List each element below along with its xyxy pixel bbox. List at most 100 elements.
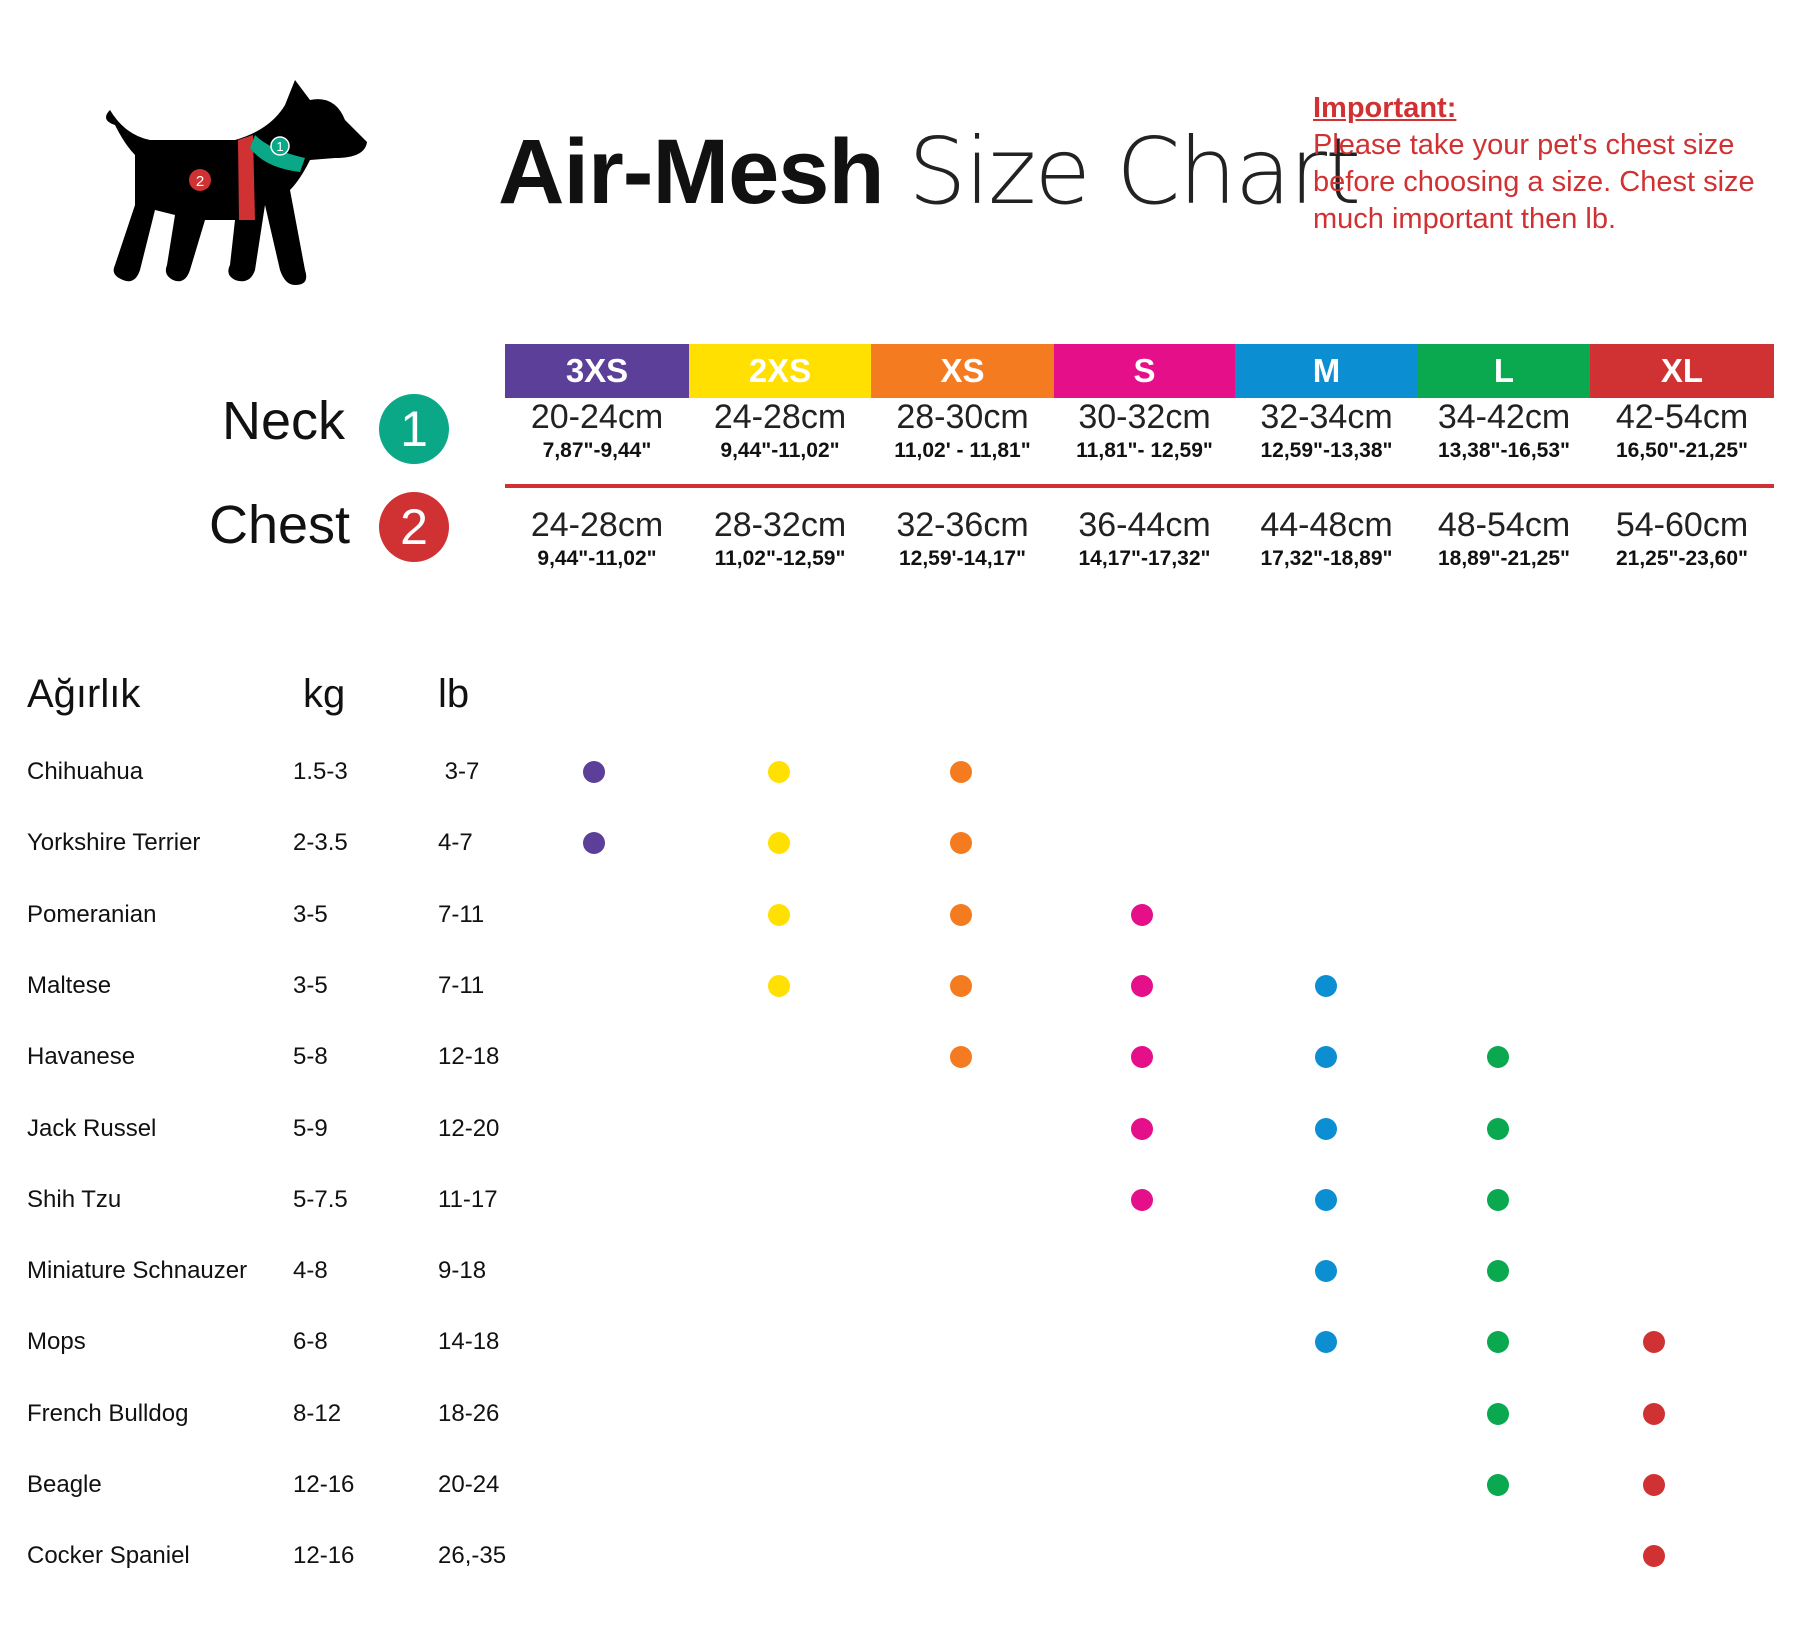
breed-name: French Bulldog [27, 1399, 189, 1427]
neck-cm: 20-24cm [530, 398, 664, 436]
breed-row: Cocker Spaniel 12-16 26,-35 [0, 1536, 1800, 1576]
breed-lb: 20-24 [438, 1471, 500, 1498]
neck-row: 20-24cm 7,87"-9,44" 24-28cm 9,44"-11,02" 28-… [505, 398, 1774, 463]
breed-kg: 5-9 [293, 1114, 328, 1142]
chest-cell: 24-28cm 9,44"-11,02" [505, 506, 689, 571]
page-title: Air-Mesh Size Chart [498, 118, 1361, 225]
neck-inch: 9,44"-11,02" [720, 439, 840, 462]
breed-lb: 14-18 [438, 1328, 500, 1356]
title-bold: Air-Mesh [498, 121, 885, 223]
breed-row: Yorkshire Terrier 2-3.5 4-7 [0, 823, 1800, 863]
size-dot-l [1487, 1188, 1509, 1211]
neck-inch: 16,50"-21,25" [1615, 439, 1748, 462]
breed-lb: 9-18 [438, 1257, 487, 1285]
size-header: 3XS 2XS XS S M L XL [505, 344, 1774, 398]
breed-name: Jack Russel [27, 1114, 157, 1142]
size-dot-xl [1643, 1545, 1665, 1568]
breed-name: Cocker Spaniel [27, 1542, 190, 1570]
breed-row: Pomeranian 3-5 7-11 [0, 895, 1800, 935]
neck-inch: 11,81"- 12,59" [1076, 439, 1213, 462]
size-dot-xs [950, 832, 972, 855]
size-header-xl: XL [1590, 344, 1774, 398]
size-dot-xl [1643, 1474, 1665, 1496]
breed-name: Pomeranian [27, 900, 157, 928]
important-heading: Important: [1313, 92, 1457, 124]
important-text: Please take your pet's chest size before… [1313, 129, 1755, 235]
size-dot-l [1487, 1117, 1509, 1140]
breed-kg: 2-3.5 [293, 829, 348, 857]
size-dot-m [1315, 974, 1337, 997]
neck-inch: 7,87"-9,44" [542, 439, 652, 462]
weight-header-breed: Ağırlık [27, 672, 141, 716]
breed-kg: 12-16 [293, 1471, 355, 1498]
breed-row: Shih Tzu 5-7.5 11-17 [0, 1180, 1800, 1220]
breed-name: Beagle [27, 1471, 102, 1498]
size-dot-s [1131, 1188, 1153, 1211]
chest-cm: 28-32cm [713, 506, 847, 544]
weight-header-kg: kg [303, 672, 346, 716]
size-header-l: L [1418, 344, 1590, 398]
size-header-m: M [1235, 344, 1418, 398]
size-dot-xs [950, 974, 972, 997]
neck-cm: 32-34cm [1260, 398, 1393, 436]
breed-kg: 8-12 [293, 1399, 342, 1427]
neck-cell: 34-42cm 13,38"-16,53" [1418, 398, 1590, 463]
neck-cell: 28-30cm 11,02' - 11,81" [871, 398, 1054, 463]
svg-text:2: 2 [196, 173, 204, 190]
chest-inch: 17,32"-18,89" [1260, 547, 1393, 570]
chest-row: 24-28cm 9,44"-11,02" 28-32cm 11,02"-12,59" 3… [505, 506, 1774, 571]
size-dot-l [1487, 1402, 1509, 1425]
weight-header-lb: lb [438, 672, 470, 716]
size-dot-m [1315, 1046, 1337, 1069]
breed-kg: 1.5-3 [293, 758, 348, 785]
breed-lb: 12-18 [438, 1043, 500, 1071]
breed-lb: 12-20 [438, 1114, 500, 1142]
breed-kg: 4-8 [293, 1257, 328, 1285]
chest-cm: 44-48cm [1260, 506, 1393, 544]
chest-inch: 12,59'-14,17" [898, 547, 1027, 570]
breed-row: Havanese 5-8 12-18 [0, 1037, 1800, 1077]
size-dot-xs [950, 903, 972, 926]
chest-cm: 48-54cm [1437, 506, 1571, 544]
breed-kg: 12-16 [293, 1542, 355, 1570]
chest-cm: 54-60cm [1615, 506, 1749, 544]
breed-name: Maltese [27, 971, 112, 999]
chest-cell: 36-44cm 14,17"-17,32" [1054, 506, 1235, 571]
chest-cell: 32-36cm 12,59'-14,17" [871, 506, 1054, 571]
chest-cell: 54-60cm 21,25"-23,60" [1590, 506, 1774, 571]
size-dot-xl [1643, 1402, 1665, 1425]
chest-badge: 2 [379, 492, 449, 562]
chest-inch: 14,17"-17,32" [1078, 547, 1211, 570]
size-dot-s [1131, 903, 1153, 926]
neck-label: Neck [222, 391, 346, 451]
breed-row: Beagle 12-16 20-24 [0, 1465, 1800, 1505]
breed-lb: 18-26 [438, 1399, 500, 1427]
breed-kg: 5-8 [293, 1043, 328, 1071]
size-dot-3xs [583, 761, 605, 783]
size-header-2xs: 2XS [689, 344, 871, 398]
breed-row: Miniature Schnauzer 4-8 9-18 [0, 1251, 1800, 1291]
chest-cm: 32-36cm [896, 506, 1029, 544]
breed-lb: 3-7 [438, 758, 480, 785]
neck-cm: 24-28cm [713, 398, 847, 436]
divider [505, 484, 1774, 488]
size-dot-m [1315, 1117, 1337, 1140]
breed-name: Shih Tzu [27, 1185, 122, 1213]
title-light: Size Chart [908, 118, 1361, 225]
breed-lb: 7-11 [438, 900, 485, 928]
breed-row: Maltese 3-5 7-11 [0, 966, 1800, 1006]
neck-inch: 12,59"-13,38" [1260, 439, 1393, 462]
breed-lb: 4-7 [438, 829, 473, 857]
breed-kg: 3-5 [293, 971, 328, 999]
breed-kg: 5-7.5 [293, 1185, 348, 1213]
size-dot-l [1487, 1046, 1509, 1069]
neck-cm: 30-32cm [1078, 398, 1211, 436]
size-dot-xl [1643, 1331, 1665, 1354]
neck-cell: 32-34cm 12,59"-13,38" [1235, 398, 1418, 463]
size-dot-2xs [768, 832, 790, 855]
chest-cell: 44-48cm 17,32"-18,89" [1235, 506, 1418, 571]
breed-name: Yorkshire Terrier [27, 829, 201, 857]
size-dot-m [1315, 1331, 1337, 1354]
size-dot-xs [950, 761, 972, 783]
important-note: Important: Please take your pet's chest … [1313, 90, 1793, 238]
